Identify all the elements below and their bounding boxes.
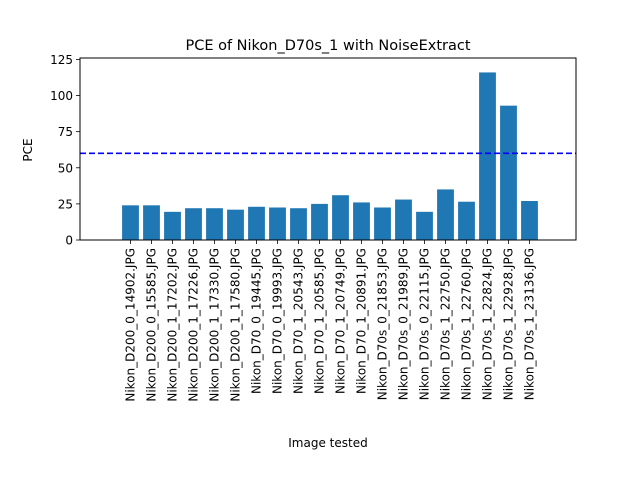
x-tick-label-5: Nikon_D200_1_17580.JPG (229, 248, 243, 402)
x-axis-label: Image tested (288, 436, 367, 450)
y-tick-label-1: 25 (58, 197, 73, 211)
bar-0 (122, 205, 139, 240)
x-tick-label-2: Nikon_D200_1_17202.JPG (166, 248, 180, 402)
y-tick-label-3: 75 (58, 125, 73, 139)
x-tick-label-12: Nikon_D70s_0_21853.JPG (376, 248, 390, 400)
y-axis-label: PCE (21, 138, 35, 161)
bar-15 (437, 189, 454, 240)
x-tick-label-1: Nikon_D200_0_15585.JPG (145, 248, 159, 402)
bar-3 (185, 208, 202, 240)
x-tick-label-19: Nikon_D70s_1_23136.JPG (523, 248, 537, 400)
x-tick-label-10: Nikon_D70_1_20749.JPG (334, 248, 348, 394)
x-tick-label-11: Nikon_D70_1_20891.JPG (355, 248, 369, 394)
x-tick-label-13: Nikon_D70s_0_21989.JPG (397, 248, 411, 400)
bar-9 (311, 203, 328, 240)
bar-12 (374, 207, 391, 240)
y-tick-label-0: 0 (65, 234, 73, 248)
x-tick-label-18: Nikon_D70s_1_22928.JPG (502, 248, 516, 400)
bar-19 (521, 201, 538, 240)
bar-17 (479, 72, 496, 240)
bar-16 (458, 201, 475, 240)
x-tick-label-0: Nikon_D200_0_14902.JPG (124, 248, 138, 402)
y-tick-label-2: 50 (58, 161, 73, 175)
bar-11 (353, 202, 370, 240)
x-tick-label-16: Nikon_D70s_1_22760.JPG (460, 248, 474, 400)
y-axis: 0 25 50 75 100 125 (50, 53, 80, 248)
plot-frame (79, 57, 577, 241)
chart-title: PCE of Nikon_D70s_1 with NoiseExtract (185, 38, 470, 54)
x-tick-label-6: Nikon_D70_0_19445.JPG (250, 248, 264, 394)
bar-2 (164, 211, 181, 240)
x-tick-label-9: Nikon_D70_1_20585.JPG (313, 248, 327, 394)
bar-1 (143, 205, 160, 240)
bar-13 (395, 199, 412, 240)
bar-8 (290, 208, 307, 240)
bar-18 (500, 105, 517, 240)
x-tick-label-15: Nikon_D70s_1_22750.JPG (439, 248, 453, 400)
x-tick-label-8: Nikon_D70_1_20543.JPG (292, 248, 306, 394)
x-tick-label-14: Nikon_D70s_0_22115.JPG (418, 248, 432, 400)
y-tick-label-5: 125 (50, 53, 73, 67)
bar-6 (248, 206, 265, 240)
x-tick-label-4: Nikon_D200_1_17330.JPG (208, 248, 222, 402)
bar-14 (416, 211, 433, 240)
x-tick-label-3: Nikon_D200_1_17226.JPG (187, 248, 201, 402)
bar-7 (269, 207, 286, 240)
x-axis: Nikon_D200_0_14902.JPG Nikon_D200_0_15585… (124, 240, 537, 402)
bars-group (122, 72, 538, 240)
y-tick-label-4: 100 (50, 89, 73, 103)
x-tick-label-17: Nikon_D70s_1_22824.JPG (481, 248, 495, 400)
bar-4 (206, 208, 223, 240)
bar-10 (332, 195, 349, 240)
bar-5 (227, 209, 244, 240)
x-tick-label-7: Nikon_D70_0_19993.JPG (271, 248, 285, 394)
